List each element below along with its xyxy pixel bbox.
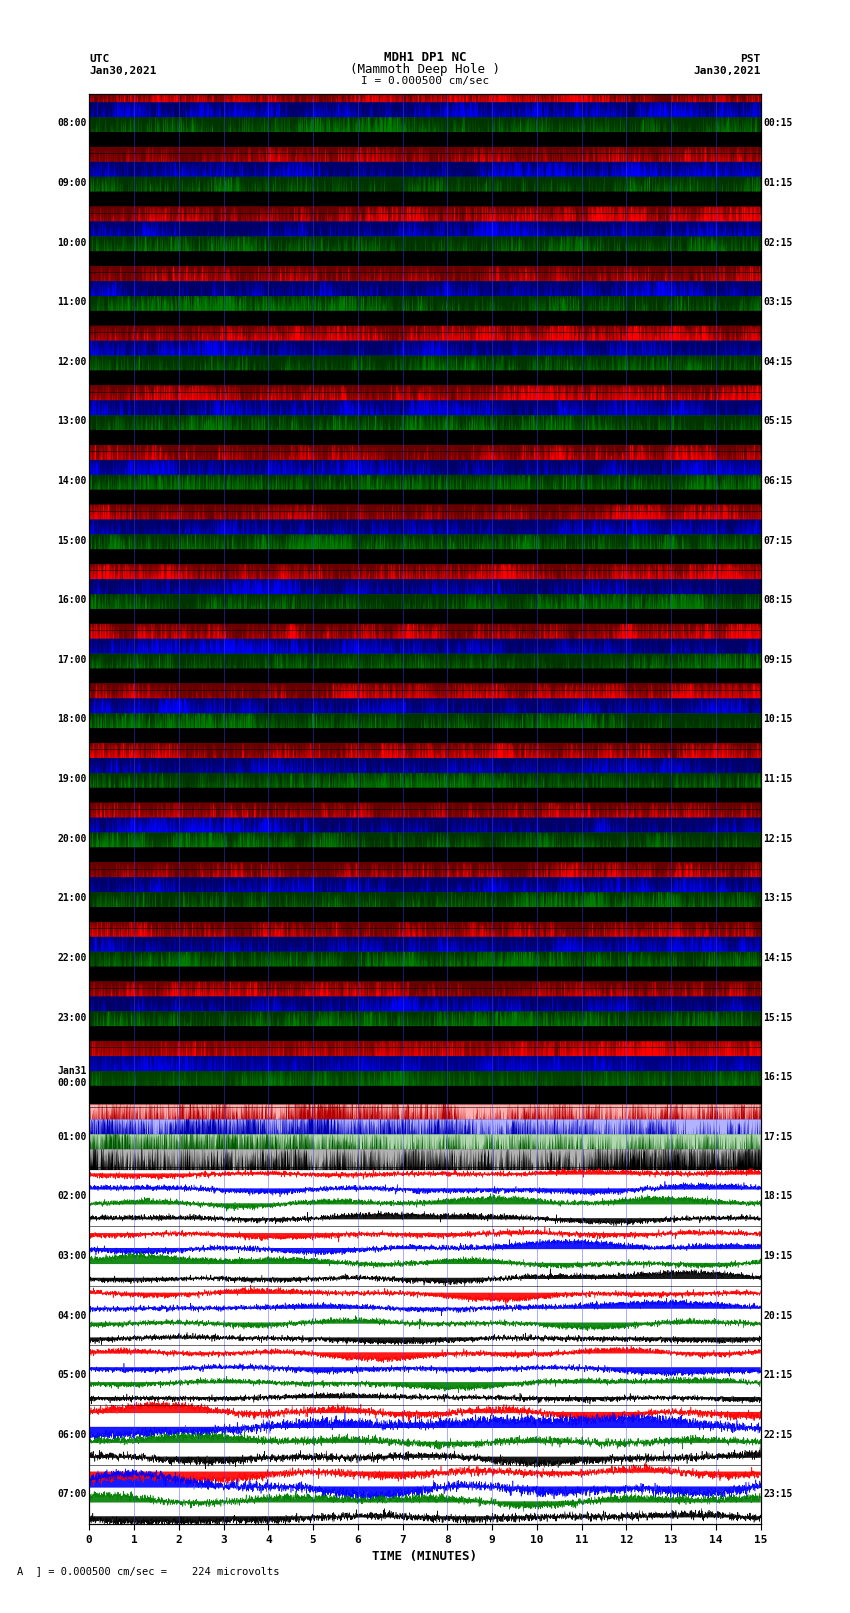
Text: A  ] = 0.000500 cm/sec =    224 microvolts: A ] = 0.000500 cm/sec = 224 microvolts	[17, 1566, 280, 1576]
Text: Jan30,2021: Jan30,2021	[694, 66, 761, 76]
Text: PST: PST	[740, 53, 761, 65]
X-axis label: TIME (MINUTES): TIME (MINUTES)	[372, 1550, 478, 1563]
Text: Jan30,2021: Jan30,2021	[89, 66, 156, 76]
Text: MDH1 DP1 NC: MDH1 DP1 NC	[383, 50, 467, 65]
Text: UTC: UTC	[89, 53, 110, 65]
Text: (Mammoth Deep Hole ): (Mammoth Deep Hole )	[350, 63, 500, 76]
Text: I = 0.000500 cm/sec: I = 0.000500 cm/sec	[361, 76, 489, 85]
